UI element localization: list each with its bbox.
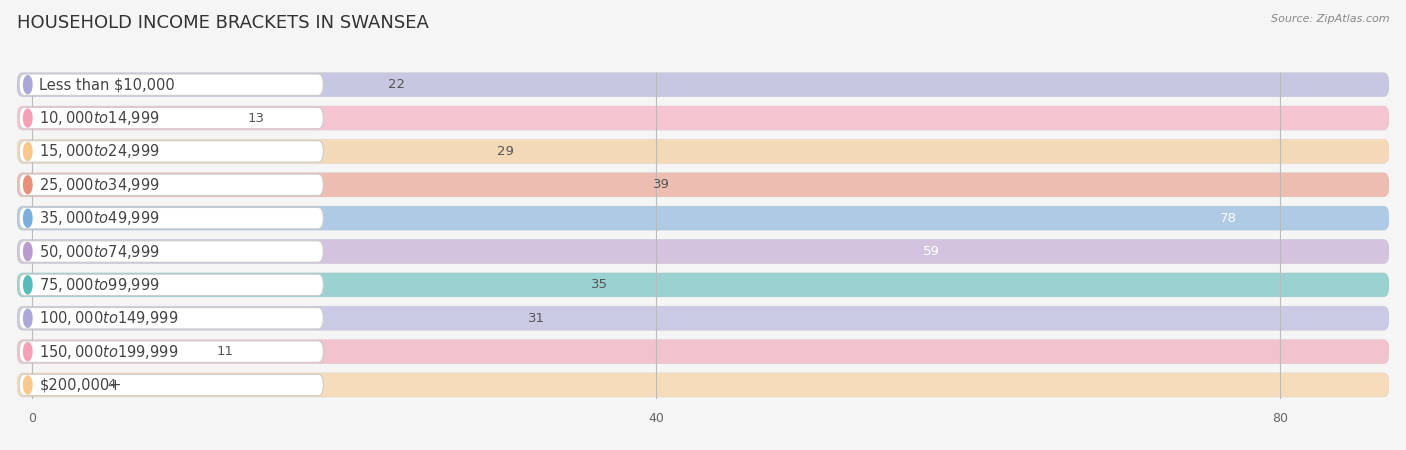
FancyBboxPatch shape xyxy=(17,239,1389,264)
FancyBboxPatch shape xyxy=(20,74,323,95)
FancyBboxPatch shape xyxy=(20,207,323,229)
Text: 39: 39 xyxy=(654,178,671,191)
Circle shape xyxy=(24,176,32,194)
Text: 31: 31 xyxy=(529,312,546,325)
Circle shape xyxy=(24,276,32,294)
FancyBboxPatch shape xyxy=(17,373,1389,397)
FancyBboxPatch shape xyxy=(17,206,1389,230)
FancyBboxPatch shape xyxy=(20,307,323,329)
Text: 11: 11 xyxy=(217,345,233,358)
FancyBboxPatch shape xyxy=(17,73,1389,97)
FancyBboxPatch shape xyxy=(20,174,323,195)
FancyBboxPatch shape xyxy=(17,106,1389,130)
FancyBboxPatch shape xyxy=(17,239,1389,264)
Text: 78: 78 xyxy=(1219,212,1236,225)
FancyBboxPatch shape xyxy=(17,273,1389,297)
Text: $15,000 to $24,999: $15,000 to $24,999 xyxy=(39,142,160,160)
Circle shape xyxy=(24,243,32,261)
Text: $35,000 to $49,999: $35,000 to $49,999 xyxy=(39,209,160,227)
FancyBboxPatch shape xyxy=(20,108,323,129)
FancyBboxPatch shape xyxy=(17,340,1389,364)
Text: $75,000 to $99,999: $75,000 to $99,999 xyxy=(39,276,160,294)
FancyBboxPatch shape xyxy=(17,373,1389,397)
FancyBboxPatch shape xyxy=(17,73,1389,97)
Text: Source: ZipAtlas.com: Source: ZipAtlas.com xyxy=(1271,14,1389,23)
Text: $100,000 to $149,999: $100,000 to $149,999 xyxy=(39,309,179,327)
FancyBboxPatch shape xyxy=(20,141,323,162)
Text: 29: 29 xyxy=(498,145,515,158)
FancyBboxPatch shape xyxy=(17,306,1389,330)
Text: 59: 59 xyxy=(924,245,941,258)
Circle shape xyxy=(24,309,32,327)
Circle shape xyxy=(24,76,32,94)
Text: 22: 22 xyxy=(388,78,405,91)
Text: 13: 13 xyxy=(247,112,264,125)
FancyBboxPatch shape xyxy=(20,341,323,362)
Circle shape xyxy=(24,209,32,227)
Text: $10,000 to $14,999: $10,000 to $14,999 xyxy=(39,109,160,127)
FancyBboxPatch shape xyxy=(20,241,323,262)
Text: 35: 35 xyxy=(591,279,607,292)
Circle shape xyxy=(24,342,32,360)
FancyBboxPatch shape xyxy=(17,106,1389,130)
FancyBboxPatch shape xyxy=(17,273,1389,297)
FancyBboxPatch shape xyxy=(17,306,1389,330)
Circle shape xyxy=(24,109,32,127)
Circle shape xyxy=(24,142,32,161)
Text: $200,000+: $200,000+ xyxy=(39,378,122,392)
Text: 4: 4 xyxy=(107,378,115,392)
Text: $150,000 to $199,999: $150,000 to $199,999 xyxy=(39,342,179,360)
Text: HOUSEHOLD INCOME BRACKETS IN SWANSEA: HOUSEHOLD INCOME BRACKETS IN SWANSEA xyxy=(17,14,429,32)
FancyBboxPatch shape xyxy=(20,374,323,396)
Text: $50,000 to $74,999: $50,000 to $74,999 xyxy=(39,243,160,261)
Text: $25,000 to $34,999: $25,000 to $34,999 xyxy=(39,176,160,194)
FancyBboxPatch shape xyxy=(17,140,1389,163)
Text: Less than $10,000: Less than $10,000 xyxy=(39,77,176,92)
FancyBboxPatch shape xyxy=(17,206,1389,230)
FancyBboxPatch shape xyxy=(17,140,1389,163)
FancyBboxPatch shape xyxy=(17,173,1389,197)
Circle shape xyxy=(24,376,32,394)
FancyBboxPatch shape xyxy=(17,173,1389,197)
FancyBboxPatch shape xyxy=(17,340,1389,364)
FancyBboxPatch shape xyxy=(20,274,323,296)
